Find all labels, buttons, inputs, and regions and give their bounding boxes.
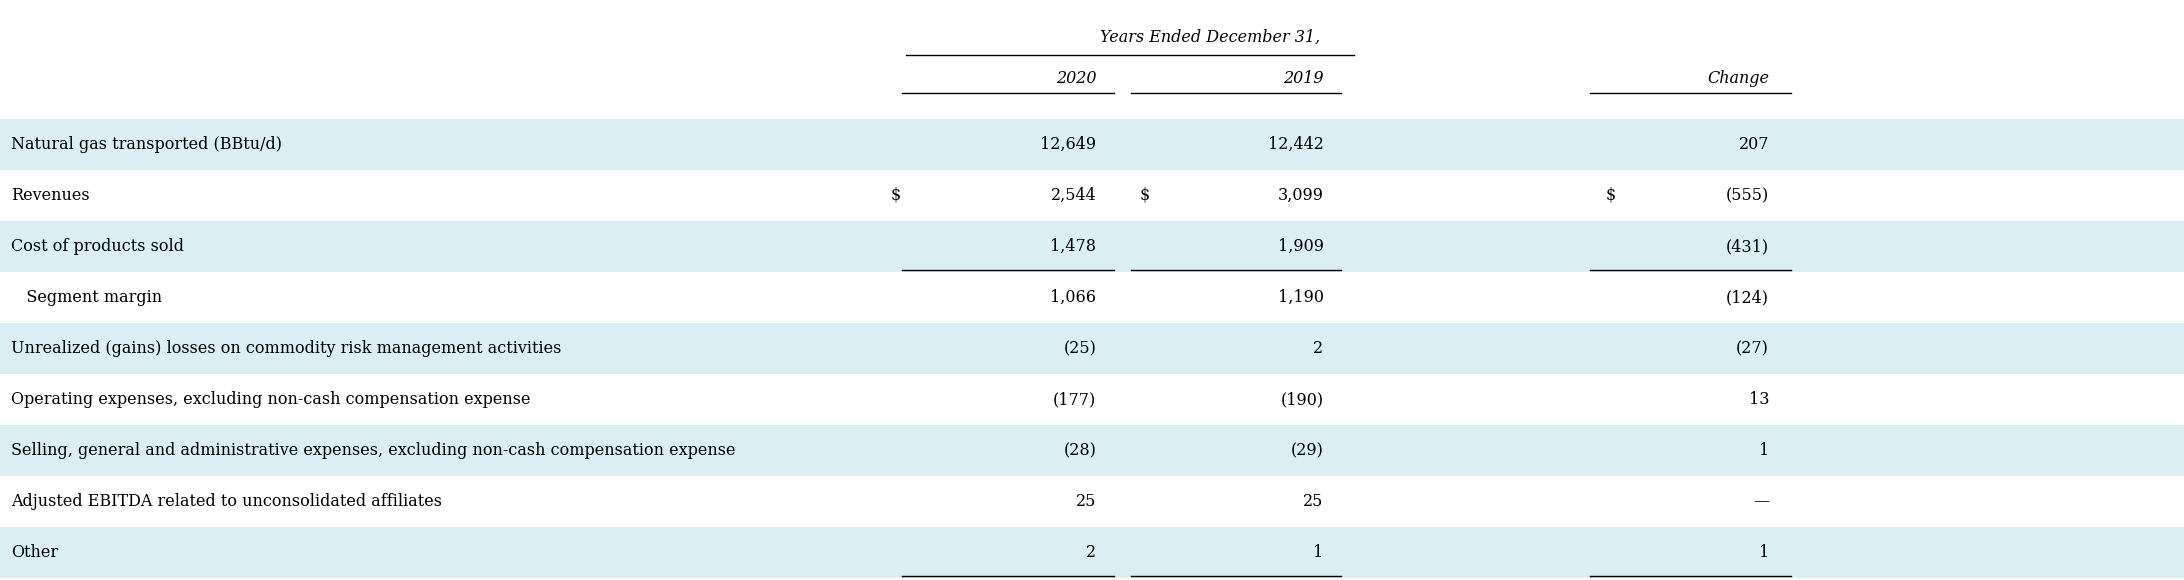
Text: 1: 1 <box>1313 544 1324 561</box>
Text: (177): (177) <box>1053 391 1096 408</box>
FancyBboxPatch shape <box>0 476 2184 527</box>
Text: Years Ended December 31,: Years Ended December 31, <box>1101 29 1319 46</box>
Text: Change: Change <box>1708 70 1769 87</box>
Text: Segment margin: Segment margin <box>11 289 162 306</box>
Text: 12,649: 12,649 <box>1040 136 1096 153</box>
Text: Cost of products sold: Cost of products sold <box>11 238 183 255</box>
Text: 1: 1 <box>1758 442 1769 459</box>
Text: Revenues: Revenues <box>11 187 90 204</box>
Text: 1,190: 1,190 <box>1278 289 1324 306</box>
FancyBboxPatch shape <box>0 425 2184 476</box>
Text: 12,442: 12,442 <box>1267 136 1324 153</box>
Text: $: $ <box>1140 187 1151 204</box>
FancyBboxPatch shape <box>0 527 2184 578</box>
FancyBboxPatch shape <box>0 170 2184 221</box>
Text: 1,066: 1,066 <box>1051 289 1096 306</box>
Text: (28): (28) <box>1064 442 1096 459</box>
Text: 2,544: 2,544 <box>1051 187 1096 204</box>
Text: 1: 1 <box>1758 544 1769 561</box>
Text: (124): (124) <box>1725 289 1769 306</box>
Text: (29): (29) <box>1291 442 1324 459</box>
Text: $: $ <box>1605 187 1616 204</box>
Text: (190): (190) <box>1280 391 1324 408</box>
Text: 25: 25 <box>1304 493 1324 510</box>
Text: 2019: 2019 <box>1282 70 1324 87</box>
Text: 25: 25 <box>1077 493 1096 510</box>
Text: Unrealized (gains) losses on commodity risk management activities: Unrealized (gains) losses on commodity r… <box>11 340 561 357</box>
FancyBboxPatch shape <box>0 272 2184 323</box>
Text: (25): (25) <box>1064 340 1096 357</box>
FancyBboxPatch shape <box>0 578 2184 580</box>
Text: Natural gas transported (BBtu/d): Natural gas transported (BBtu/d) <box>11 136 282 153</box>
Text: Other: Other <box>11 544 59 561</box>
Text: 207: 207 <box>1738 136 1769 153</box>
FancyBboxPatch shape <box>0 221 2184 272</box>
FancyBboxPatch shape <box>0 119 2184 170</box>
Text: (431): (431) <box>1725 238 1769 255</box>
FancyBboxPatch shape <box>0 323 2184 374</box>
Text: 2020: 2020 <box>1055 70 1096 87</box>
Text: —: — <box>1754 493 1769 510</box>
Text: 2: 2 <box>1313 340 1324 357</box>
FancyBboxPatch shape <box>0 374 2184 425</box>
Text: 13: 13 <box>1749 391 1769 408</box>
Text: Operating expenses, excluding non-cash compensation expense: Operating expenses, excluding non-cash c… <box>11 391 531 408</box>
Text: Selling, general and administrative expenses, excluding non-cash compensation ex: Selling, general and administrative expe… <box>11 442 736 459</box>
Text: 1,478: 1,478 <box>1051 238 1096 255</box>
Text: 3,099: 3,099 <box>1278 187 1324 204</box>
Text: 1,909: 1,909 <box>1278 238 1324 255</box>
Text: 2: 2 <box>1085 544 1096 561</box>
Text: $: $ <box>891 187 902 204</box>
Text: (555): (555) <box>1725 187 1769 204</box>
Text: Adjusted EBITDA related to unconsolidated affiliates: Adjusted EBITDA related to unconsolidate… <box>11 493 441 510</box>
Text: (27): (27) <box>1736 340 1769 357</box>
